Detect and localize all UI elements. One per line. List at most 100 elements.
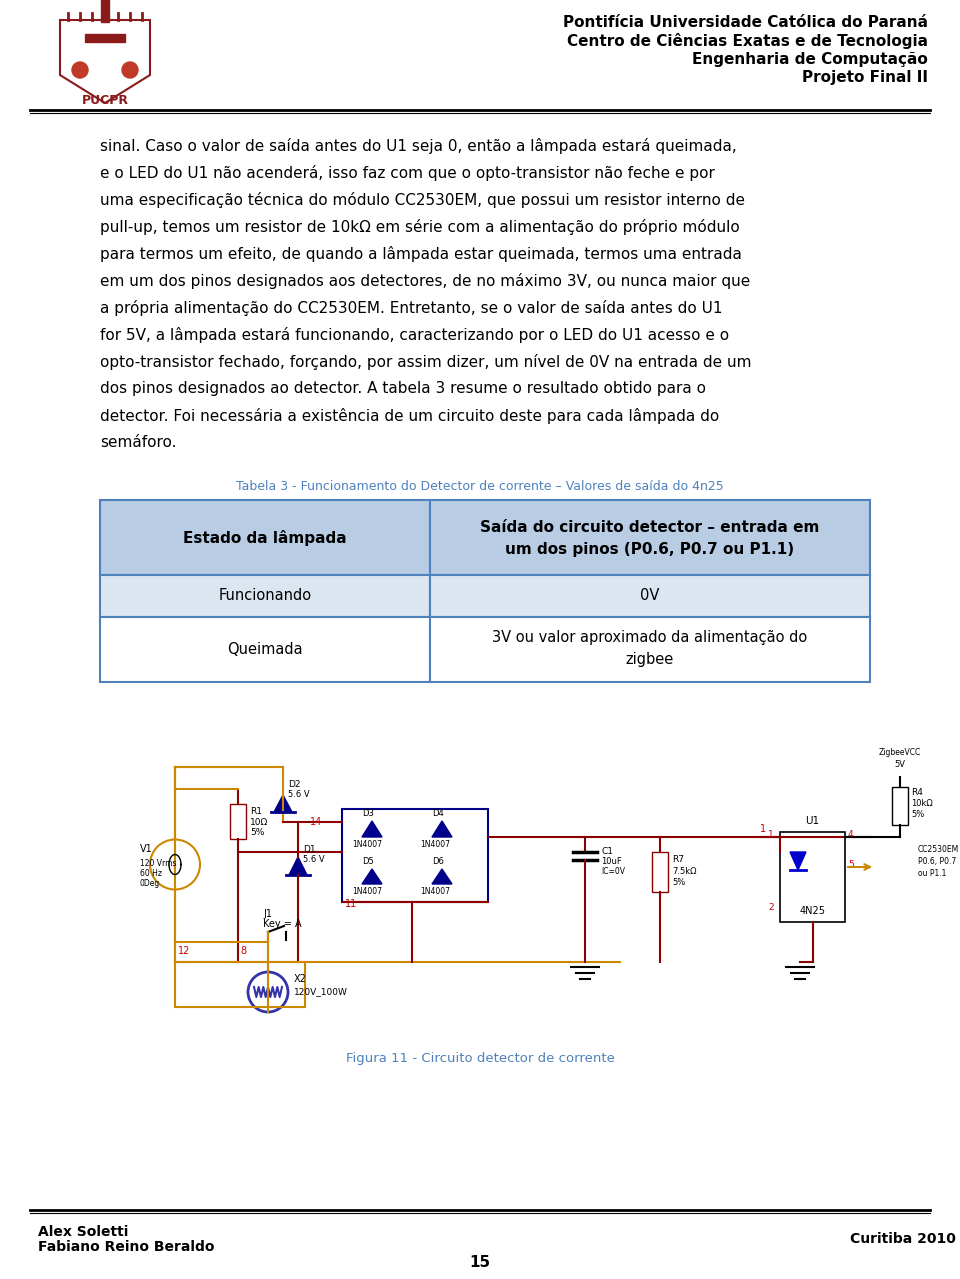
Circle shape <box>72 61 88 78</box>
Text: 12: 12 <box>178 946 190 955</box>
Text: um dos pinos (P0.6, P0.7 ou P1.1): um dos pinos (P0.6, P0.7 ou P1.1) <box>505 542 795 556</box>
Text: Engenharia de Computação: Engenharia de Computação <box>692 52 928 67</box>
Polygon shape <box>432 821 452 836</box>
Text: D2: D2 <box>288 780 300 789</box>
Polygon shape <box>432 868 452 884</box>
Text: para termos um efeito, de quando a lâmpada estar queimada, termos uma entrada: para termos um efeito, de quando a lâmpa… <box>100 246 742 262</box>
Text: Funcionando: Funcionando <box>219 588 312 604</box>
Text: IC=0V: IC=0V <box>601 867 625 876</box>
Text: 1: 1 <box>760 824 766 834</box>
Text: 1: 1 <box>768 830 774 839</box>
Text: 10Ω: 10Ω <box>250 819 268 828</box>
Text: 0V: 0V <box>640 588 660 604</box>
Bar <box>430 576 870 616</box>
Text: 4N25: 4N25 <box>800 906 826 916</box>
Circle shape <box>122 61 138 78</box>
Text: ZigbeeVCC: ZigbeeVCC <box>878 748 922 757</box>
Bar <box>430 500 870 576</box>
Text: dos pinos designados ao detector. A tabela 3 resume o resultado obtido para o: dos pinos designados ao detector. A tabe… <box>100 381 706 396</box>
Bar <box>85 35 125 42</box>
Bar <box>430 616 870 682</box>
Bar <box>100 616 430 682</box>
Text: zigbee: zigbee <box>626 652 674 668</box>
Polygon shape <box>790 852 806 870</box>
Text: pull-up, temos um resistor de 10kΩ em série com a alimentação do próprio módulo: pull-up, temos um resistor de 10kΩ em sé… <box>100 219 740 235</box>
Text: R7: R7 <box>672 854 684 865</box>
Text: 5%: 5% <box>250 828 264 836</box>
Polygon shape <box>289 857 307 875</box>
Bar <box>100 576 430 616</box>
Text: 5%: 5% <box>911 810 924 819</box>
Text: Projeto Final II: Projeto Final II <box>802 70 928 84</box>
Text: for 5V, a lâmpada estará funcionando, caracterizando por o LED do U1 acesso e o: for 5V, a lâmpada estará funcionando, ca… <box>100 327 730 343</box>
Bar <box>342 810 488 902</box>
Text: 10kΩ: 10kΩ <box>911 799 933 808</box>
Bar <box>230 804 246 839</box>
Text: 0Deg: 0Deg <box>140 880 160 889</box>
Text: D1: D1 <box>303 845 316 854</box>
Text: J1: J1 <box>263 909 272 920</box>
Text: 2: 2 <box>768 903 774 912</box>
Bar <box>892 787 908 825</box>
Text: 120 Vrms: 120 Vrms <box>140 859 177 868</box>
Text: Saída do circuito detector – entrada em: Saída do circuito detector – entrada em <box>480 521 820 535</box>
Text: 11: 11 <box>345 899 357 909</box>
Text: 1N4007: 1N4007 <box>352 888 382 897</box>
Text: D4: D4 <box>432 810 444 819</box>
Text: Fabiano Reino Beraldo: Fabiano Reino Beraldo <box>38 1241 214 1253</box>
Text: Estado da lâmpada: Estado da lâmpada <box>183 530 347 546</box>
Text: U1: U1 <box>805 816 820 826</box>
Polygon shape <box>274 796 292 812</box>
Bar <box>28 12 183 107</box>
Text: detector. Foi necessária a existência de um circuito deste para cada lâmpada do: detector. Foi necessária a existência de… <box>100 408 719 425</box>
Text: Pontifícia Universidade Católica do Paraná: Pontifícia Universidade Católica do Para… <box>563 15 928 29</box>
Text: 1N4007: 1N4007 <box>420 888 450 897</box>
Text: R4: R4 <box>911 788 923 797</box>
Text: uma especificação técnica do módulo CC2530EM, que possui um resistor interno de: uma especificação técnica do módulo CC25… <box>100 192 745 208</box>
Text: 5V: 5V <box>895 760 905 769</box>
Text: 5: 5 <box>848 859 853 868</box>
Text: R1: R1 <box>250 807 262 816</box>
Text: Alex Soletti: Alex Soletti <box>38 1225 129 1239</box>
Text: Centro de Ciências Exatas e de Tecnologia: Centro de Ciências Exatas e de Tecnologi… <box>567 33 928 49</box>
Text: 15: 15 <box>469 1255 491 1270</box>
Text: Curitiba 2010: Curitiba 2010 <box>850 1232 956 1246</box>
Bar <box>101 0 109 22</box>
Text: ou P1.1: ou P1.1 <box>918 868 947 877</box>
Text: 5%: 5% <box>672 877 685 888</box>
Text: 4: 4 <box>848 830 853 839</box>
Text: semáforo.: semáforo. <box>100 435 177 450</box>
Text: CC2530EM: CC2530EM <box>918 845 959 854</box>
Text: sinal. Caso o valor de saída antes do U1 seja 0, então a lâmpada estará queimada: sinal. Caso o valor de saída antes do U1… <box>100 138 736 153</box>
Text: V1: V1 <box>140 844 153 854</box>
Text: 8: 8 <box>240 946 246 955</box>
Text: 5.6 V: 5.6 V <box>303 854 324 865</box>
Text: P0.6, P0.7: P0.6, P0.7 <box>918 857 956 866</box>
Text: 1N4007: 1N4007 <box>420 840 450 849</box>
Text: 120V_100W: 120V_100W <box>294 987 348 996</box>
Text: Figura 11 - Circuito detector de corrente: Figura 11 - Circuito detector de corrent… <box>346 1053 614 1065</box>
Text: Key = A: Key = A <box>263 920 301 929</box>
Polygon shape <box>362 868 382 884</box>
Bar <box>780 833 845 922</box>
Text: em um dos pinos designados aos detectores, de no máximo 3V, ou nunca maior que: em um dos pinos designados aos detectore… <box>100 272 751 289</box>
Text: 1N4007: 1N4007 <box>352 840 382 849</box>
Text: e o LED do U1 não acenderá, isso faz com que o opto-transistor não feche e por: e o LED do U1 não acenderá, isso faz com… <box>100 165 715 182</box>
Text: Tabela 3 - Funcionamento do Detector de corrente – Valores de saída do 4n25: Tabela 3 - Funcionamento do Detector de … <box>236 480 724 492</box>
Text: 60 Hz: 60 Hz <box>140 870 162 879</box>
Text: D5: D5 <box>362 857 373 866</box>
Text: 3V ou valor aproximado da alimentação do: 3V ou valor aproximado da alimentação do <box>492 631 807 645</box>
Text: 5.6 V: 5.6 V <box>288 790 310 799</box>
Text: D6: D6 <box>432 857 444 866</box>
Text: X2: X2 <box>294 975 307 984</box>
Text: PUCPR: PUCPR <box>82 93 129 107</box>
Text: 14: 14 <box>310 817 323 828</box>
Text: D3: D3 <box>362 810 373 819</box>
Bar <box>100 500 430 576</box>
Text: 7.5kΩ: 7.5kΩ <box>672 867 697 876</box>
Text: Queimada: Queimada <box>228 642 302 657</box>
Polygon shape <box>362 821 382 836</box>
Text: a própria alimentação do CC2530EM. Entretanto, se o valor de saída antes do U1: a própria alimentação do CC2530EM. Entre… <box>100 301 723 316</box>
Text: opto-transistor fechado, forçando, por assim dizer, um nível de 0V na entrada de: opto-transistor fechado, forçando, por a… <box>100 354 752 370</box>
Bar <box>652 852 668 891</box>
